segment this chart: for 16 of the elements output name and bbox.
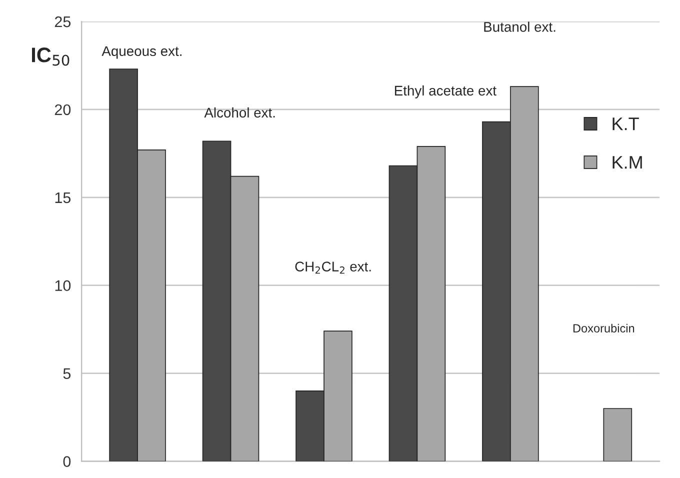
- y-tick-label: 10: [55, 280, 71, 292]
- annotation: CH$_{2}$CL$_{2}$ ext.: [295, 262, 371, 274]
- annotation: Ethyl acetate ext: [394, 85, 496, 98]
- y-tick-label: 25: [54, 16, 71, 28]
- y-tick-label: 0: [63, 456, 71, 467]
- legend-label: K.M: [612, 156, 642, 169]
- y-axis-title: IC$_{50}$: [32, 48, 70, 66]
- bar: [603, 408, 632, 462]
- y-tick-label: 20: [54, 104, 71, 116]
- legend-label: K.T: [612, 118, 639, 130]
- annotation: Alcohol ext.: [204, 107, 275, 118]
- annotation: Butanol ext.: [484, 22, 556, 32]
- y-tick-label: 5: [63, 368, 71, 380]
- annotation: Doxorubicin: [573, 324, 634, 333]
- annotation: Aqueous ext.: [102, 46, 182, 59]
- y-tick-label: 15: [55, 192, 71, 204]
